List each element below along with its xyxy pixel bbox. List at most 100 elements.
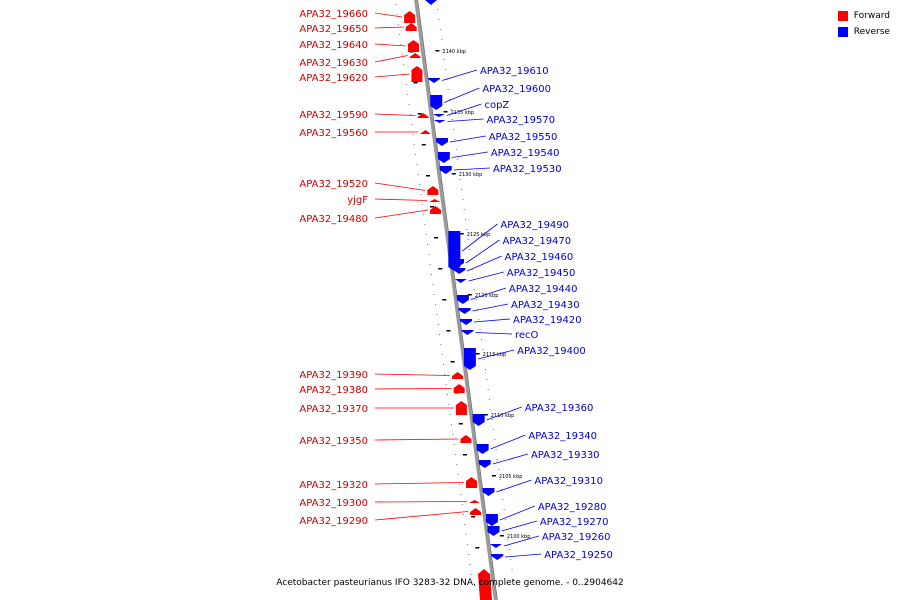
forward-gene-label[interactable]: APA32_19660 xyxy=(299,9,368,20)
reverse-gene[interactable] xyxy=(458,308,471,314)
label-leader xyxy=(501,520,537,532)
forward-gene[interactable] xyxy=(430,206,442,214)
reverse-gene-label[interactable]: APA32_19420 xyxy=(513,315,582,326)
reverse-gene-label[interactable]: copZ xyxy=(484,100,509,111)
scale-dot xyxy=(437,324,439,325)
reverse-gene[interactable] xyxy=(476,444,489,454)
reverse-gene[interactable] xyxy=(454,279,467,283)
reverse-gene[interactable] xyxy=(487,526,500,536)
reverse-gene[interactable] xyxy=(463,348,476,370)
reverse-gene-label[interactable]: APA32_19360 xyxy=(525,403,594,414)
reverse-gene-label[interactable]: APA32_19340 xyxy=(528,431,597,442)
reverse-gene-label[interactable]: APA32_19460 xyxy=(505,252,574,263)
reverse-gene[interactable] xyxy=(485,514,498,526)
forward-gene[interactable] xyxy=(460,435,472,443)
forward-gene-label[interactable]: APA32_19480 xyxy=(299,214,368,225)
scale-dot xyxy=(449,99,451,100)
scale-dot xyxy=(496,459,498,460)
reverse-gene[interactable] xyxy=(472,414,485,426)
scale-dot xyxy=(481,339,483,340)
reverse-gene-label[interactable]: APA32_19270 xyxy=(540,517,609,528)
reverse-gene-label[interactable]: APA32_19450 xyxy=(507,268,576,279)
forward-gene-label[interactable]: APA32_19390 xyxy=(299,370,368,381)
reverse-gene-label[interactable]: APA32_19400 xyxy=(517,346,586,357)
reverse-gene-label[interactable]: APA32_19440 xyxy=(509,284,578,295)
reverse-gene-label[interactable]: APA32_19610 xyxy=(480,66,549,77)
reverse-gene-label[interactable]: APA32_19570 xyxy=(486,115,555,126)
reverse-gene[interactable] xyxy=(452,259,465,267)
forward-gene[interactable] xyxy=(455,401,467,415)
reverse-gene-label[interactable]: APA32_19260 xyxy=(542,532,611,543)
reverse-gene[interactable] xyxy=(453,268,466,274)
forward-gene-label[interactable]: APA32_19560 xyxy=(299,128,368,139)
forward-gene[interactable] xyxy=(427,186,439,195)
forward-gene[interactable] xyxy=(419,130,431,134)
reverse-gene[interactable] xyxy=(460,319,473,325)
forward-gene-label[interactable]: APA32_19590 xyxy=(299,110,368,121)
forward-gene-label[interactable]: APA32_19350 xyxy=(299,436,368,447)
label-leader xyxy=(374,12,403,18)
reverse-gene[interactable] xyxy=(482,488,495,496)
forward-gene[interactable] xyxy=(409,53,421,58)
reverse-gene[interactable] xyxy=(432,114,445,117)
reverse-gene[interactable] xyxy=(437,152,450,163)
reverse-gene-label[interactable]: APA32_19430 xyxy=(511,300,580,311)
reverse-gene[interactable] xyxy=(439,166,452,174)
forward-gene-label[interactable]: APA32_19650 xyxy=(299,24,368,35)
scale-dot xyxy=(465,219,467,220)
reverse-gene[interactable] xyxy=(461,330,474,335)
reverse-gene-label[interactable]: APA32_19310 xyxy=(534,476,603,487)
scale-dot xyxy=(437,9,439,10)
reverse-gene-label[interactable]: APA32_19250 xyxy=(544,550,613,561)
forward-gene[interactable] xyxy=(405,23,417,31)
legend-forward: Forward xyxy=(837,8,890,24)
forward-gene-label[interactable]: APA32_19630 xyxy=(299,58,368,69)
forward-gene-label[interactable]: APA32_19520 xyxy=(299,179,368,190)
scale-dot xyxy=(427,244,429,245)
forward-gene[interactable] xyxy=(453,384,465,393)
forward-gene-label[interactable]: APA32_19640 xyxy=(299,40,368,51)
reverse-gene[interactable] xyxy=(430,95,443,110)
reverse-gene-label[interactable]: APA32_19550 xyxy=(489,132,558,143)
forward-gene[interactable] xyxy=(417,113,429,118)
forward-gene[interactable] xyxy=(452,372,464,379)
label-leader xyxy=(468,271,504,282)
scale-dot xyxy=(461,504,463,505)
reverse-gene-label[interactable]: recO xyxy=(515,330,539,341)
forward-gene-label[interactable]: APA32_19370 xyxy=(299,404,368,415)
reverse-gene-label[interactable]: APA32_19530 xyxy=(493,164,562,175)
reverse-gene-label[interactable]: APA32_19280 xyxy=(538,502,607,513)
forward-gene[interactable] xyxy=(470,508,482,515)
scale-dot xyxy=(460,494,462,495)
reverse-gene[interactable] xyxy=(433,120,446,123)
forward-gene-label[interactable]: APA32_19300 xyxy=(299,498,368,509)
forward-gene[interactable] xyxy=(404,11,416,23)
reverse-gene[interactable] xyxy=(491,554,504,560)
forward-gene[interactable] xyxy=(466,477,478,488)
forward-gene-label[interactable]: yjgF xyxy=(347,195,368,206)
forward-gene-label[interactable]: APA32_19620 xyxy=(299,73,368,84)
forward-gene-label[interactable]: APA32_19380 xyxy=(299,385,368,396)
reverse-gene-label[interactable]: APA32_19540 xyxy=(491,148,560,159)
partial-gene-bottom xyxy=(478,569,492,600)
reverse-gene[interactable] xyxy=(478,460,491,468)
reverse-gene-label[interactable]: APA32_19600 xyxy=(482,84,551,95)
reverse-gene[interactable] xyxy=(435,138,448,146)
reverse-gene-label[interactable]: APA32_19470 xyxy=(503,236,572,247)
forward-gene[interactable] xyxy=(429,199,441,202)
scale-dot xyxy=(423,214,425,215)
reverse-gene-label[interactable]: APA32_19330 xyxy=(531,450,600,461)
reverse-gene[interactable] xyxy=(456,295,469,304)
label-leader xyxy=(477,349,515,360)
scale-dot xyxy=(397,24,399,25)
reverse-gene-label[interactable]: APA32_19490 xyxy=(500,220,569,231)
reverse-gene[interactable] xyxy=(428,78,441,83)
forward-gene-label[interactable]: APA32_19320 xyxy=(299,480,368,491)
forward-gene-label[interactable]: APA32_19290 xyxy=(299,516,368,527)
forward-gene[interactable] xyxy=(411,66,423,82)
forward-gene[interactable] xyxy=(469,500,481,503)
scale-dot xyxy=(408,104,410,105)
reverse-gene[interactable] xyxy=(489,544,502,548)
forward-gene[interactable] xyxy=(407,40,419,52)
label-leader xyxy=(374,388,452,390)
